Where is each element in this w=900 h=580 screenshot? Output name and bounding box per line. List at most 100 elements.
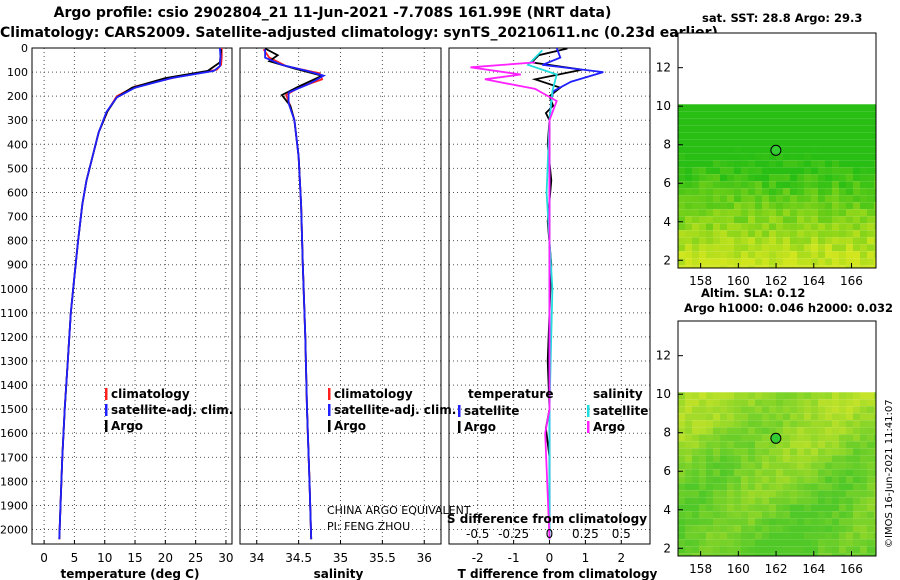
map-cell — [734, 518, 741, 526]
map-cell — [797, 434, 804, 442]
map-cell — [727, 251, 734, 259]
map-cell — [706, 392, 713, 400]
map-cell — [699, 518, 706, 526]
map-cell — [678, 146, 685, 154]
map-cell — [853, 167, 860, 175]
map-cell — [811, 104, 818, 112]
map-cell — [706, 167, 713, 175]
map-cell — [818, 181, 825, 189]
map-cell — [727, 237, 734, 245]
map-cell — [706, 504, 713, 512]
map-cell — [797, 504, 804, 512]
map-cell — [699, 546, 706, 554]
map-cell — [874, 518, 876, 526]
map-cell — [790, 483, 797, 491]
map-cell — [825, 195, 832, 203]
map-cell — [874, 406, 876, 414]
map-cell — [867, 153, 874, 161]
map-cell — [755, 525, 762, 533]
map-cell — [762, 420, 769, 428]
map-cell — [832, 413, 839, 421]
map-cell — [804, 230, 811, 238]
map-cell — [797, 476, 804, 484]
map-cell — [734, 202, 741, 210]
map-cell — [692, 111, 699, 119]
map-cell — [825, 427, 832, 435]
map-cell — [832, 441, 839, 449]
map-cell — [748, 202, 755, 210]
map-cell — [720, 125, 727, 133]
map-cell — [867, 125, 874, 133]
map-cell — [692, 188, 699, 196]
map-cell — [713, 230, 720, 238]
map-cell — [685, 202, 692, 210]
map-cell — [769, 441, 776, 449]
map-cell — [860, 139, 867, 147]
map-cell — [678, 132, 685, 140]
map-cell — [748, 216, 755, 224]
map-cell — [874, 258, 876, 266]
map-cell — [678, 188, 685, 196]
map-cell — [853, 434, 860, 442]
map-cell — [699, 497, 706, 505]
diff-legend-s-argo-label: Argo — [593, 420, 625, 434]
map-cell — [685, 427, 692, 435]
map-cell — [699, 195, 706, 203]
map-cell — [699, 237, 706, 245]
map-cell — [713, 518, 720, 526]
map-cell — [699, 153, 706, 161]
map-cell — [692, 532, 699, 540]
map-cell — [720, 511, 727, 519]
panel-frame — [448, 47, 651, 545]
map-cell — [699, 125, 706, 133]
map-cell — [867, 532, 874, 540]
map-cell — [755, 476, 762, 484]
map-cell — [713, 167, 720, 175]
map-cell — [811, 420, 818, 428]
map-cell — [769, 525, 776, 533]
map-cell — [713, 125, 720, 133]
map-cell — [867, 476, 874, 484]
map-cell — [734, 497, 741, 505]
map-cell — [811, 244, 818, 252]
map-cell — [811, 399, 818, 407]
map-cell — [720, 413, 727, 421]
map-cell — [692, 104, 699, 112]
map-cell — [755, 216, 762, 224]
panel-frame — [239, 47, 442, 545]
map-cell — [867, 202, 874, 210]
map-cell — [727, 153, 734, 161]
map-cell — [832, 118, 839, 126]
map-cell — [846, 546, 853, 554]
map-x-tick-label: 160 — [727, 274, 750, 288]
map-cell — [699, 511, 706, 519]
map-cell — [825, 258, 832, 266]
map-cell — [811, 223, 818, 231]
map-cell — [748, 251, 755, 259]
map-cell — [846, 188, 853, 196]
map-cell — [853, 406, 860, 414]
map-cell — [804, 504, 811, 512]
map-cell — [874, 441, 876, 449]
map-cell — [783, 104, 790, 112]
map-cell — [713, 146, 720, 154]
map-cell — [713, 420, 720, 428]
map-cell — [678, 237, 685, 245]
map-cell — [867, 406, 874, 414]
map-cell — [762, 188, 769, 196]
map-cell — [685, 462, 692, 470]
map-cell — [804, 111, 811, 119]
map-cell — [874, 427, 876, 435]
map-cell — [755, 448, 762, 456]
map-cell — [741, 195, 748, 203]
map-cell — [867, 497, 874, 505]
map-cell — [790, 497, 797, 505]
map-cell — [734, 476, 741, 484]
map-cell — [776, 118, 783, 126]
map-cell — [783, 462, 790, 470]
map-cell — [811, 441, 818, 449]
map-cell — [825, 539, 832, 547]
map-cell — [713, 455, 720, 463]
map-cell — [776, 469, 783, 477]
map-cell — [678, 518, 685, 526]
